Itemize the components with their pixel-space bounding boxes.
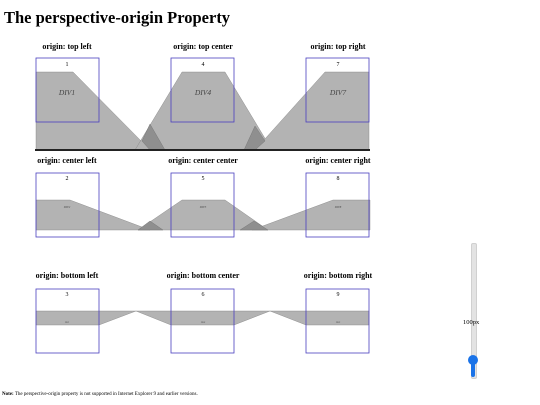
div6-box[interactable]	[170, 288, 235, 354]
div2-shape	[35, 199, 151, 231]
div6-number: 6	[202, 292, 205, 298]
div4-label: DIV4	[194, 88, 211, 97]
caption-center-left: origin: center left	[37, 156, 97, 165]
caption-bottom-right: origin: bottom right	[303, 271, 373, 280]
div9-label: DIV9	[335, 322, 340, 324]
div2-box[interactable]	[35, 172, 100, 238]
caption-center-right: origin: center right	[305, 156, 371, 165]
div2-number: 2	[66, 176, 69, 182]
div4-number: 4	[202, 62, 205, 68]
div7-shape	[254, 71, 370, 151]
div7-box[interactable]	[305, 57, 370, 123]
note-text: The perspective-origin property is not s…	[13, 392, 198, 397]
div2-label: DIV2	[63, 205, 71, 209]
div6-label: DIV6	[200, 322, 205, 324]
perspective-demo-area: 1 4 7 DIV1 DIV4 DIV7 2 5 8 DIV2 DIV5 DIV…	[35, 57, 371, 354]
caption-top-center: origin: top center	[173, 42, 233, 51]
div4-box[interactable]	[170, 57, 235, 123]
div3-number: 3	[66, 292, 69, 298]
caption-top-right: origin: top right	[310, 42, 366, 51]
overlap-shadow-left-2	[137, 220, 164, 231]
note-label: Note:	[2, 392, 14, 397]
demo-row-top: 1 4 7 DIV1 DIV4 DIV7	[35, 57, 370, 151]
div5-number: 5	[202, 176, 205, 182]
page-title: The perspective-origin Property	[4, 8, 231, 27]
div8-number: 8	[337, 176, 340, 182]
div7-number: 7	[337, 62, 340, 68]
div8-label: DIV8	[334, 205, 342, 209]
div8-box[interactable]	[305, 172, 370, 238]
div5-label: DIV5	[199, 205, 207, 209]
div3-label: DIV3	[64, 322, 69, 324]
overlap-shadow-right-2	[239, 220, 269, 231]
div9-box[interactable]	[305, 288, 370, 354]
div1-number: 1	[66, 62, 69, 68]
slider-fill	[471, 359, 475, 377]
caption-bottom-center: origin: bottom center	[166, 271, 240, 280]
browser-support-note: Note: The perspective-origin property is…	[2, 392, 198, 397]
div3-box[interactable]	[35, 288, 100, 354]
slider-track[interactable]	[471, 243, 477, 379]
perspective-value-label: 100px	[463, 319, 480, 326]
div9-shape	[269, 310, 370, 326]
caption-top-left: origin: top left	[42, 42, 92, 51]
div3-shape	[35, 310, 137, 326]
slider-thumb[interactable]	[468, 354, 478, 365]
demo-row-center: 2 5 8 DIV2 DIV5 DIV8	[35, 172, 371, 238]
demo-row-bottom: 3 6 9 DIV3 DIV6 DIV9	[35, 288, 370, 354]
div8-shape	[251, 199, 371, 231]
div1-box[interactable]	[35, 57, 100, 123]
div7-label: DIV7	[329, 88, 346, 97]
div9-number: 9	[337, 292, 340, 298]
div1-label: DIV1	[58, 88, 75, 97]
caption-bottom-left: origin: bottom left	[35, 271, 99, 280]
perspective-slider[interactable]	[468, 243, 478, 383]
div5-box[interactable]	[170, 172, 235, 238]
caption-center-center: origin: center center	[168, 156, 238, 165]
div1-shape	[35, 71, 151, 151]
